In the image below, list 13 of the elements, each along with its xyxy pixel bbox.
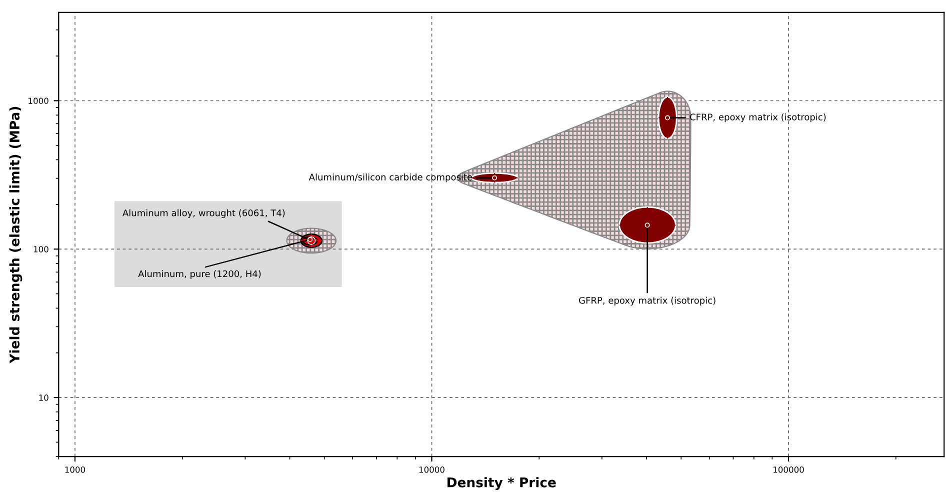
annotation: GFRP, epoxy matrix (isotropic) [579,296,716,306]
annotation: Aluminum, pure (1200, H4) [138,270,261,279]
annotation: Aluminum/silicon carbide composite [308,174,472,182]
x-axis-title: Density * Price [448,477,556,490]
y-tick-label: 10 [39,394,48,401]
annotation: CFRP, epoxy matrix (isotropic) [690,113,826,122]
y-tick-label: 1000 [28,98,48,104]
y-tick-label: 100 [34,246,48,252]
y-axis-title: Yield strength (elastic limit) (MPa) [9,106,22,364]
x-tick-label: 1000 [65,466,86,473]
annotation: Aluminum alloy, wrought (6061, T4) [122,209,285,218]
x-tick-label: 10000 [419,466,444,473]
x-tick-label: 100000 [774,466,804,473]
